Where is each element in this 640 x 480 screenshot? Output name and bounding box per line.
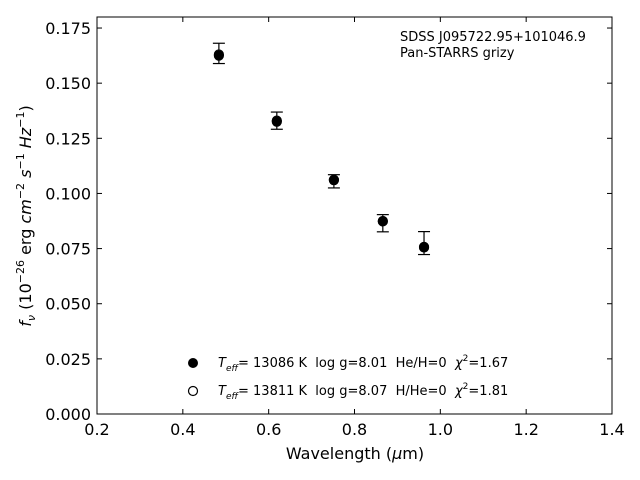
plot-area xyxy=(96,16,613,415)
model-point-open xyxy=(213,49,224,60)
x-tick-label: 0.6 xyxy=(256,420,281,439)
legend-1-chi-value: =1.67 xyxy=(468,356,508,371)
x-tick-label: 0.2 xyxy=(84,420,109,439)
y-tick-label: 0.075 xyxy=(45,240,91,259)
legend-1-teff-sub: eff xyxy=(226,364,240,374)
x-axis-title-pre: Wavelength ( xyxy=(286,444,392,463)
model-point-open xyxy=(418,241,430,252)
y-tick-label: 0.000 xyxy=(45,405,91,424)
model-point-open xyxy=(328,174,339,185)
x-tick-label: 1.2 xyxy=(513,420,538,439)
x-axis-title: Wavelength (μm) xyxy=(286,444,424,463)
legend-1-chi-sup: 2 xyxy=(463,354,469,364)
legend-2-chi-value: =1.81 xyxy=(468,384,508,399)
legend-marker-filled xyxy=(188,358,198,368)
x-axis-title-mu: μ xyxy=(391,444,402,463)
legend: Teff= 13086 K log g=8.01 He/H=0 χ2=1.67 … xyxy=(187,354,508,402)
x-tick-label: 1.4 xyxy=(599,420,624,439)
legend-2-chi: χ xyxy=(454,384,464,399)
y-tick-label: 0.050 xyxy=(45,295,91,314)
x-axis-title-post: m) xyxy=(402,444,424,463)
x-tick-label: 0.4 xyxy=(170,420,195,439)
x-axis: 0.2 0.4 0.6 0.8 1.0 1.2 1.4 xyxy=(84,17,625,439)
legend-1-chi: χ xyxy=(454,356,464,371)
model-point-open xyxy=(377,216,388,227)
y-tick-label: 0.025 xyxy=(45,350,91,369)
legend-marker-open xyxy=(187,385,199,397)
svg-text:fν (10−26 erg cm−2 s−1 Hz−1): fν (10−26 erg cm−2 s−1 Hz−1) xyxy=(14,105,38,326)
legend-entry-1: Teff= 13086 K log g=8.01 He/H=0 χ2=1.67 xyxy=(218,354,508,374)
y-tick-label: 0.150 xyxy=(45,74,91,93)
legend-2-teff: T xyxy=(218,384,227,399)
legend-1-params: = 13086 K log g=8.01 He/H=0 xyxy=(238,356,455,371)
y-tick-label: 0.125 xyxy=(45,129,91,148)
legend-entry-2: Teff= 13811 K log g=8.07 H/He=0 χ2=1.81 xyxy=(218,382,508,402)
legend-1-teff: T xyxy=(218,356,227,371)
legend-2-chi-sup: 2 xyxy=(463,382,469,392)
legend-2-params: = 13811 K log g=8.07 H/He=0 xyxy=(238,384,455,399)
x-tick-label: 0.8 xyxy=(342,420,367,439)
y-tick-label: 0.100 xyxy=(45,184,91,203)
data-points xyxy=(213,49,430,253)
model-point-open xyxy=(271,115,282,126)
x-tick-label: 1.0 xyxy=(428,420,453,439)
y-axis: 0.000 0.025 0.050 0.075 0.100 0.125 0.150 0.175 xyxy=(45,19,612,424)
y-axis-title: fν (10−26 erg cm−2 s−1 Hz−1) xyxy=(14,105,38,326)
annotation-object-name: SDSS J095722.95+101046.9 xyxy=(400,30,586,45)
y-tick-label: 0.175 xyxy=(45,19,91,38)
annotation-survey-name: Pan-STARRS grizy xyxy=(400,46,515,61)
legend-2-teff-sub: eff xyxy=(226,392,240,402)
